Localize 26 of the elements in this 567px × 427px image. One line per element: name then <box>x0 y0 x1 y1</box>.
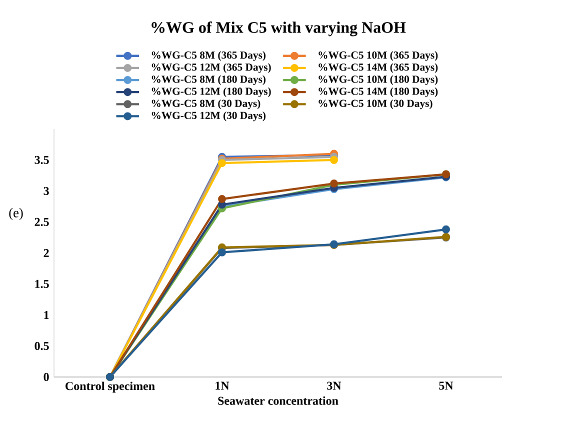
legend-label: %WG-C5 14M (365 Days) <box>318 63 438 73</box>
legend-label: %WG-C5 10M (365 Days) <box>318 51 438 61</box>
y-tick-label: 3.5 <box>34 156 49 164</box>
y-tick-label: 1.5 <box>35 280 49 288</box>
chart-title: %WG of Mix C5 with varying NaOH <box>152 21 406 36</box>
y-tick-label: 0 <box>44 372 49 382</box>
y-tick-label: 2.5 <box>34 218 49 226</box>
legend-label: %WG-C5 10M (180 Days) <box>318 75 438 86</box>
text: (e) <box>9 208 23 220</box>
y-tick-label: 2 <box>44 249 49 257</box>
legend-label: %WG-C5 12M (30 Days) <box>152 112 266 122</box>
x-axis-title: Seawater concentration <box>218 396 338 405</box>
x-tick-label: 5N <box>439 382 454 390</box>
legend-label: %WG-C5 12M (180 Days) <box>152 87 271 98</box>
x-tick-label: 1N <box>216 382 230 390</box>
legend-label: %WG-C5 14M (180 Days) <box>318 87 438 98</box>
legend-label: %WG-C5 10M (30 Days) <box>318 99 432 110</box>
x-tick-label: 3N <box>327 382 342 390</box>
legend-label: %WG-C5 8M (30 Days) <box>152 99 260 110</box>
legend-label: %WG-C5 8M (180 Days) <box>152 75 266 86</box>
y-tick-label: 3 <box>44 186 49 196</box>
y-tick-label: 0.5 <box>34 342 49 350</box>
y-tick-label: 1 <box>44 311 49 319</box>
legend-label: %WG-C5 8M (365 Days) <box>152 51 266 61</box>
x-tick-label: Control specimen <box>66 382 155 393</box>
legend-label: %WG-C5 12M (365 Days) <box>152 63 271 73</box>
